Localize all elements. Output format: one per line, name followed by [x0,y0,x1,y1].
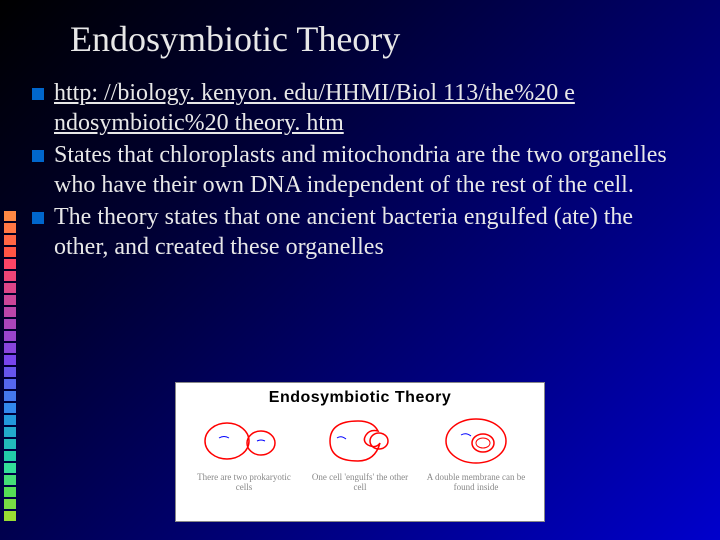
diagram-title: Endosymbiotic Theory [186,389,534,407]
membrane-icon [431,413,521,468]
bullet-text: http: //biology. kenyon. edu/HHMI/Biol 1… [54,78,692,138]
cells-icon [199,413,289,468]
list-item: The theory states that one ancient bacte… [32,202,692,262]
diagram-cell: A double membrane can be found inside [421,413,531,493]
bullet-icon [32,212,44,224]
diagram-row: There are two prokaryotic cells One cell… [186,413,534,493]
diagram-cell: One cell 'engulfs' the other cell [305,413,415,493]
list-item: http: //biology. kenyon. edu/HHMI/Biol 1… [32,78,692,138]
engulf-icon [315,413,405,468]
diagram-caption: A double membrane can be found inside [421,472,531,493]
bullet-list: http: //biology. kenyon. edu/HHMI/Biol 1… [0,60,720,262]
diagram-caption: One cell 'engulfs' the other cell [305,472,415,493]
diagram-caption: There are two prokaryotic cells [189,472,299,493]
bullet-icon [32,88,44,100]
side-decoration [0,210,24,522]
theory-link[interactable]: http: //biology. kenyon. edu/HHMI/Biol 1… [54,80,575,136]
diagram-cell: There are two prokaryotic cells [189,413,299,493]
bullet-text: The theory states that one ancient bacte… [54,202,692,262]
bullet-text: States that chloroplasts and mitochondri… [54,140,692,200]
bullet-icon [32,150,44,162]
embedded-diagram: Endosymbiotic Theory There are two proka… [175,382,545,522]
list-item: States that chloroplasts and mitochondri… [32,140,692,200]
page-title: Endosymbiotic Theory [0,0,720,60]
